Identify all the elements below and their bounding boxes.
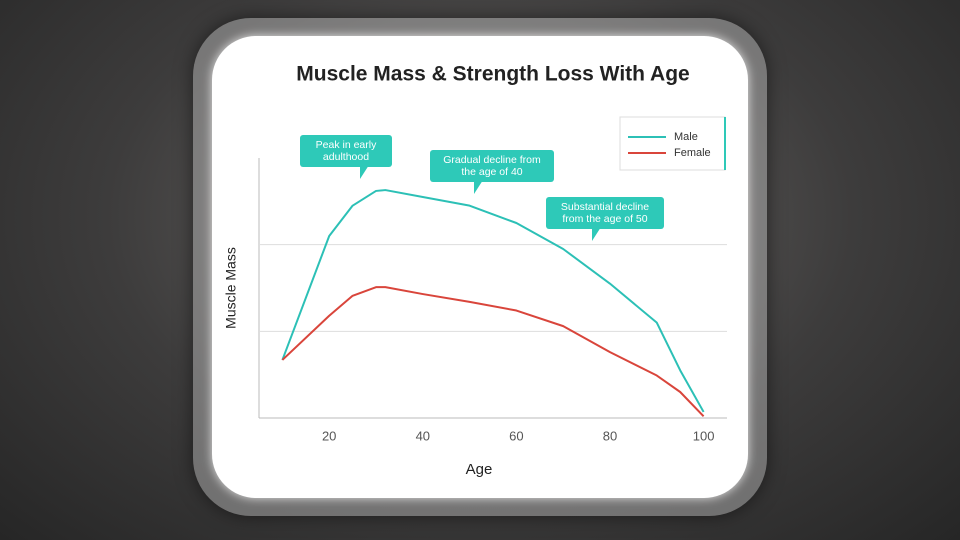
y-axis-label: Muscle Mass [223, 247, 239, 329]
x-tick-label: 60 [509, 428, 523, 443]
legend-label: Male [674, 131, 698, 143]
annotation: Gradual decline from the age of 40 [430, 150, 554, 194]
legend-box [619, 116, 726, 171]
x-tick-label: 100 [693, 428, 715, 443]
x-tick-label: 80 [603, 428, 617, 443]
x-tick-label: 40 [416, 428, 430, 443]
annotation: Peak in early adulthood [300, 135, 392, 179]
series-line [281, 189, 705, 413]
series-line [281, 286, 705, 417]
x-axis-label: Age [466, 461, 493, 478]
x-tick-label: 20 [322, 428, 336, 443]
legend-label: Female [674, 147, 711, 159]
chart-title: Muscle Mass & Strength Loss With Age [296, 63, 689, 86]
card [212, 36, 748, 498]
annotation: Substantial decline from the age of 50 [546, 197, 664, 241]
